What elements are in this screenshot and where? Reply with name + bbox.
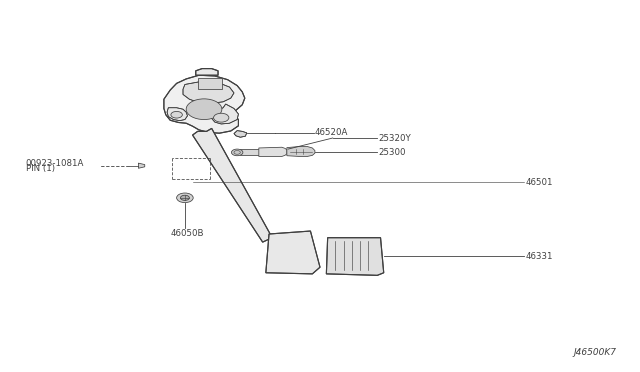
Text: 46050B: 46050B — [170, 230, 204, 238]
Text: 25300: 25300 — [379, 148, 406, 157]
Text: PIN (1): PIN (1) — [26, 164, 54, 173]
Circle shape — [186, 99, 222, 119]
Circle shape — [214, 113, 229, 122]
Polygon shape — [234, 131, 246, 137]
Text: 25320Y: 25320Y — [379, 134, 412, 142]
Circle shape — [177, 193, 193, 203]
Polygon shape — [241, 149, 259, 155]
Circle shape — [180, 195, 189, 201]
Polygon shape — [266, 231, 320, 274]
Polygon shape — [259, 147, 287, 157]
Text: 00923-1081A: 00923-1081A — [26, 158, 84, 168]
Polygon shape — [212, 104, 239, 124]
Text: 46501: 46501 — [525, 178, 553, 187]
Polygon shape — [196, 68, 218, 75]
Text: 46520A: 46520A — [315, 128, 348, 137]
Bar — [198, 78, 222, 89]
Circle shape — [171, 112, 182, 118]
Polygon shape — [193, 128, 272, 242]
Text: J46500K7: J46500K7 — [573, 349, 616, 357]
Polygon shape — [326, 238, 384, 275]
Polygon shape — [167, 108, 188, 121]
Polygon shape — [287, 147, 315, 157]
Text: 46331: 46331 — [525, 251, 553, 261]
Polygon shape — [138, 163, 145, 168]
Circle shape — [232, 149, 243, 156]
Polygon shape — [183, 82, 234, 103]
Polygon shape — [164, 75, 245, 133]
